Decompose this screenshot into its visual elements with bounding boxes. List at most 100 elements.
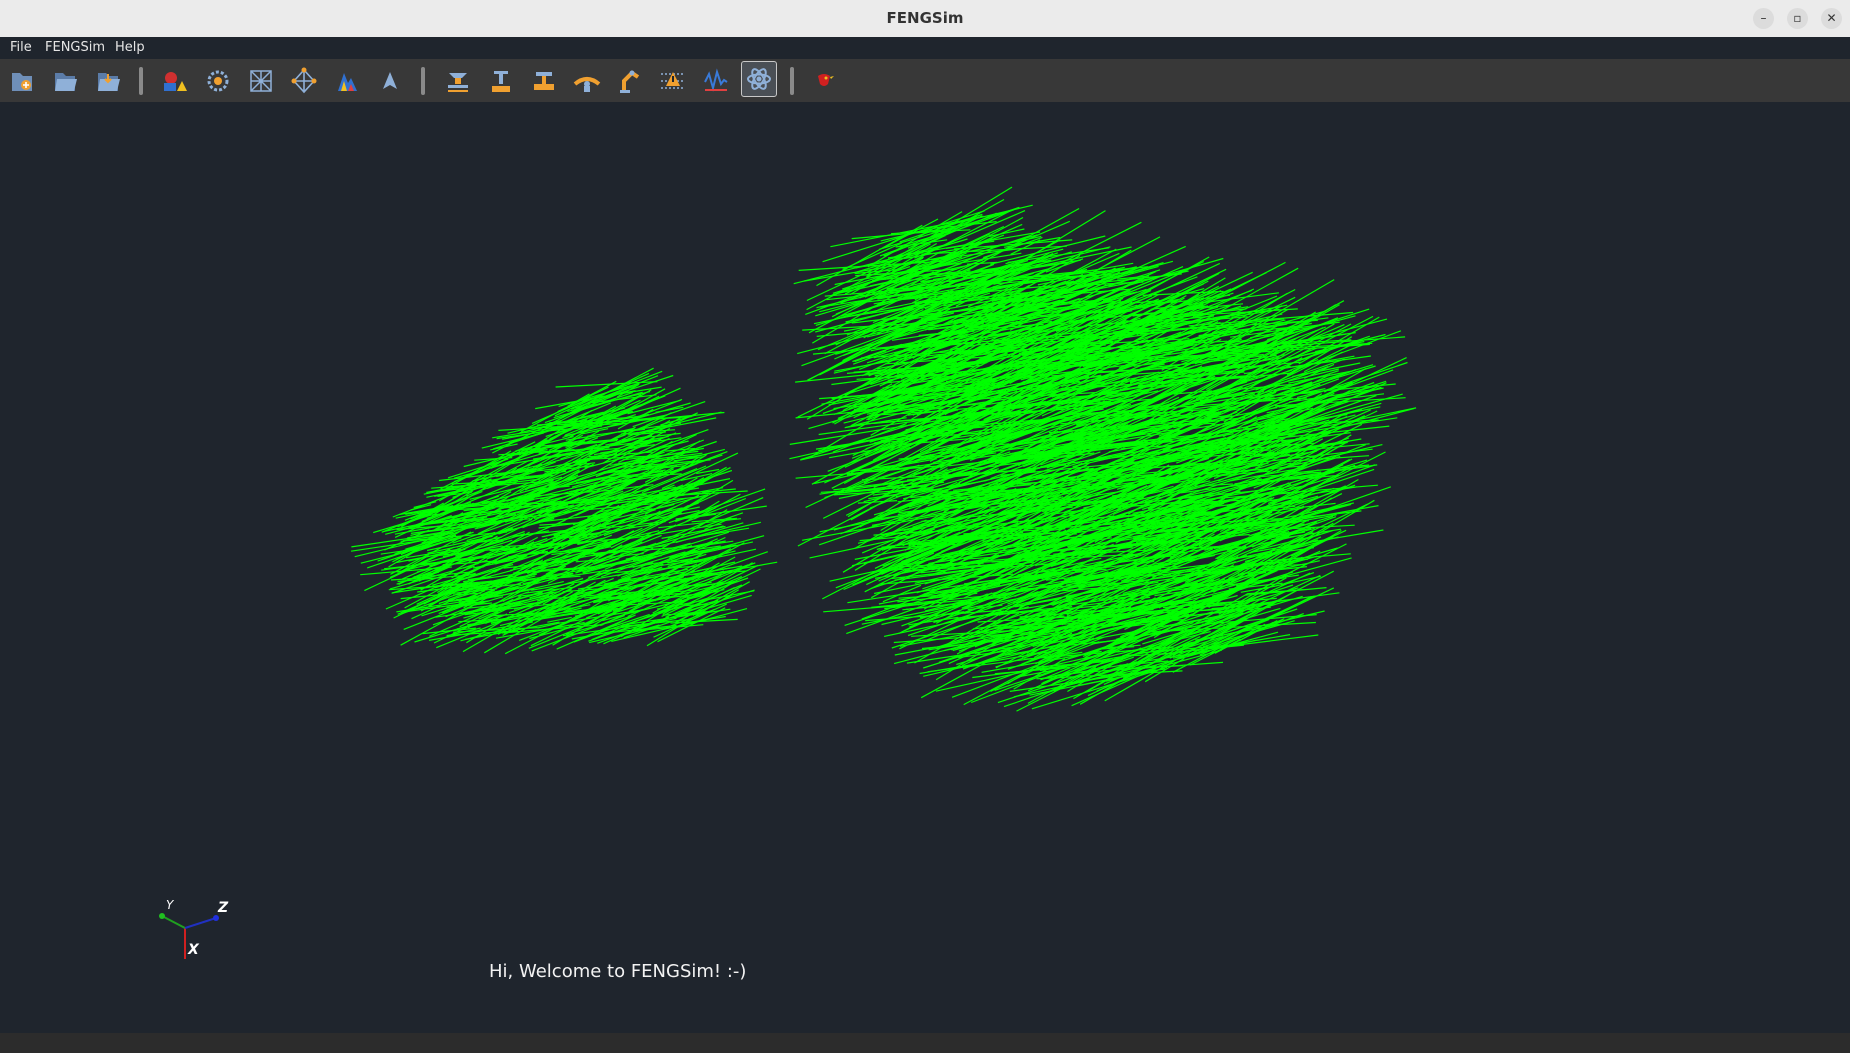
- fiber-segment: [360, 566, 452, 576]
- fiber-segment: [952, 483, 1101, 513]
- fiber-segment: [530, 608, 607, 622]
- fiber-segment: [850, 440, 992, 521]
- fiber-segment: [509, 561, 547, 572]
- fiber-segment: [490, 612, 536, 617]
- fiber-segment: [426, 502, 474, 520]
- atom-icon[interactable]: [741, 61, 777, 97]
- fiber-segment: [707, 540, 734, 546]
- machining-icon[interactable]: [527, 64, 561, 98]
- fiber-segment: [850, 375, 953, 415]
- signal-icon[interactable]: [699, 64, 733, 98]
- fiber-segment: [1208, 585, 1252, 602]
- fiber-segment: [560, 434, 626, 460]
- fiber-segment: [981, 220, 1071, 261]
- fiber-segment: [591, 470, 664, 481]
- fiber-segment: [1099, 646, 1135, 650]
- close-button[interactable]: ✕: [1821, 8, 1842, 29]
- fiber-segment: [1045, 398, 1122, 404]
- fiber-segment: [627, 399, 681, 415]
- fiber-segment: [1226, 514, 1271, 535]
- fiber-segment: [572, 530, 660, 551]
- bend-icon[interactable]: [570, 64, 604, 98]
- fiber-segment: [661, 568, 761, 617]
- fiber-segment: [870, 430, 1010, 469]
- robot-arm-icon[interactable]: [613, 64, 647, 98]
- fiber-segment: [354, 532, 454, 558]
- fiber-segment: [1086, 328, 1144, 348]
- fiber-segment: [1177, 348, 1330, 408]
- fiber-segment: [1016, 467, 1094, 480]
- fiber-segment: [1105, 332, 1159, 358]
- vertex-icon[interactable]: [287, 64, 321, 98]
- fiber-segment: [913, 291, 1056, 307]
- menu-fengsim[interactable]: FENGSim: [45, 40, 106, 55]
- fiber-segment: [897, 592, 978, 603]
- color-map-icon[interactable]: [330, 64, 364, 98]
- fiber-segment: [928, 625, 1081, 651]
- fiber-segment: [1137, 261, 1286, 341]
- fiber-segment: [905, 301, 958, 332]
- measure-stack-icon[interactable]: [441, 64, 475, 98]
- fiber-segment: [647, 491, 722, 527]
- fiber-segment: [958, 649, 1014, 659]
- fiber-segment: [1065, 553, 1212, 586]
- fiber-segment: [833, 394, 915, 410]
- fiber-segment: [694, 493, 741, 520]
- atom-gear-icon[interactable]: [201, 64, 235, 98]
- fiber-segment: [1102, 269, 1185, 304]
- fiber-segment: [400, 595, 491, 646]
- layers-icon[interactable]: [656, 64, 690, 98]
- fiber-segment: [859, 535, 910, 542]
- fiber-segment: [1018, 352, 1053, 363]
- fiber-segment: [1184, 296, 1296, 352]
- fiber-segment: [968, 316, 1033, 329]
- open-folder-icon[interactable]: [48, 64, 82, 98]
- fiber-segment: [1007, 653, 1052, 670]
- fiber-segment: [946, 408, 1083, 454]
- fiber-segment: [577, 571, 686, 590]
- fiber-segment: [552, 452, 573, 458]
- fiber-segment: [1129, 354, 1277, 383]
- fiber-segment: [612, 590, 654, 614]
- fiber-segment: [1246, 464, 1378, 485]
- menu-file[interactable]: File: [10, 40, 32, 55]
- fiber-segment: [1022, 476, 1155, 515]
- fiber-segment: [407, 522, 498, 539]
- fiber-segment: [1076, 425, 1201, 479]
- fiber-segment: [514, 530, 549, 538]
- fiber-segment: [953, 299, 1066, 324]
- fiber-segment: [454, 565, 475, 576]
- save-folder-icon[interactable]: [91, 64, 125, 98]
- fiber-segment: [1086, 647, 1166, 693]
- fiber-segment: [1251, 319, 1318, 326]
- menu-help[interactable]: Help: [115, 40, 145, 55]
- fiber-segment: [854, 350, 887, 363]
- fiber-segment: [1101, 268, 1136, 281]
- measure-ruler-icon[interactable]: [484, 64, 518, 98]
- fiber-segment: [617, 484, 654, 490]
- fiber-segment: [582, 557, 637, 574]
- fiber-segment: [551, 505, 595, 528]
- fiber-point-cloud-scene: [351, 186, 1417, 712]
- fiber-segment: [1117, 406, 1177, 413]
- mesh-icon[interactable]: [244, 64, 278, 98]
- fiber-segment: [998, 606, 1029, 616]
- fiber-segment: [1175, 375, 1266, 403]
- minimize-button[interactable]: –: [1753, 8, 1774, 29]
- fiber-segment: [866, 390, 1018, 458]
- fiber-segment: [1069, 499, 1223, 543]
- fiber-segment: [585, 427, 635, 440]
- fiber-segment: [453, 478, 492, 493]
- 3d-viewport[interactable]: Y Z X Hi, Welcome to FENGSim! :-): [0, 102, 1850, 1033]
- cad-shapes-icon[interactable]: [158, 64, 192, 98]
- new-file-icon[interactable]: [5, 64, 39, 98]
- bird-logo-icon[interactable]: [808, 64, 842, 98]
- fiber-segment: [1060, 519, 1215, 552]
- fiber-segment: [503, 547, 529, 552]
- fiber-segment: [1040, 489, 1132, 505]
- fiber-segment: [440, 441, 536, 490]
- fiber-segment: [410, 504, 432, 511]
- fiber-segment: [596, 490, 624, 501]
- maximize-button[interactable]: ▫: [1787, 8, 1808, 29]
- arrow-icon[interactable]: [373, 64, 407, 98]
